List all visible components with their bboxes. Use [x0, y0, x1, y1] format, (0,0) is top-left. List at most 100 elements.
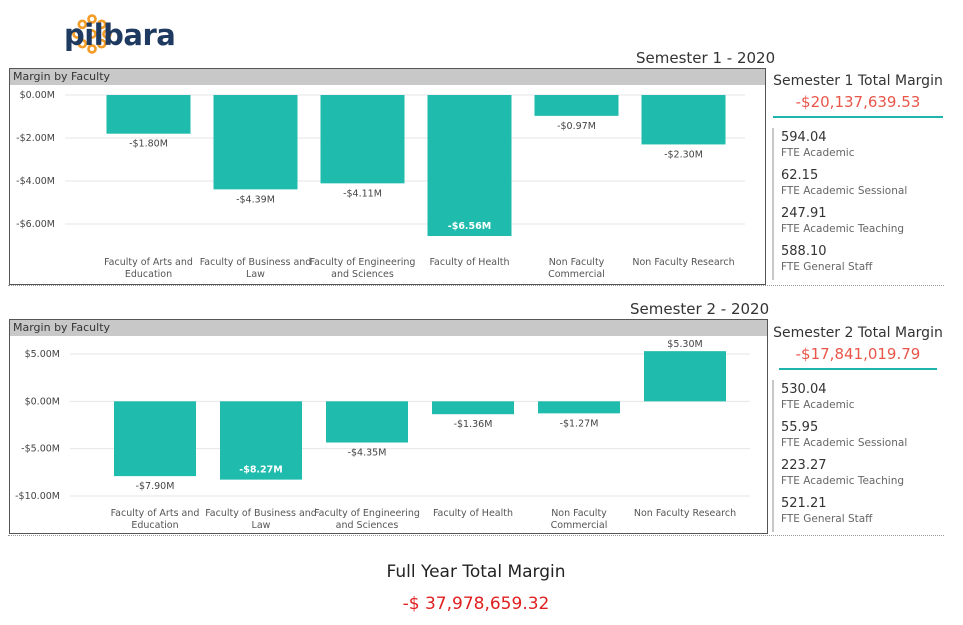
- fte-item: 223.27 FTE Academic Teaching: [781, 456, 951, 494]
- data-label: -$0.97M: [557, 121, 596, 132]
- semester-2-chart: $5.00M $0.00M -$5.00M -$10.00M -$7.90M Facult…: [9, 319, 768, 534]
- semester-1-title: Semester 1 - 2020: [636, 49, 776, 67]
- summary-underline: [779, 368, 937, 370]
- chart-header: Margin by Faculty: [10, 69, 765, 85]
- category-label: Commercial: [551, 520, 608, 531]
- bar: [538, 401, 620, 414]
- fte-value: 530.04: [781, 382, 827, 397]
- data-label: -$4.35M: [348, 448, 387, 459]
- semester-2-title: Semester 2 - 2020: [630, 300, 770, 318]
- semester-2-bar-chart: $5.00M $0.00M -$5.00M -$10.00M -$7.90M Facult…: [15, 339, 750, 531]
- separator: [8, 285, 944, 286]
- data-label: -$8.27M: [239, 465, 282, 476]
- semester-1-fte-list: 594.04 FTE Academic 62.15 FTE Academic Ses…: [772, 128, 951, 280]
- semester-1-bar-chart: $0.00M -$2.00M -$4.00M -$6.00M -$1.80M Facult…: [16, 90, 745, 280]
- fte-value: 223.27: [781, 458, 827, 473]
- category-label: Law: [252, 520, 271, 531]
- summary-underline: [773, 116, 943, 118]
- semester-1-chart: $0.00M -$2.00M -$4.00M -$6.00M -$1.80M Facult…: [9, 68, 766, 285]
- data-label: -$2.30M: [664, 149, 703, 160]
- y-tick-label: -$5.00M: [21, 444, 60, 455]
- fte-item: 521.21 FTE General Staff: [781, 494, 951, 532]
- y-tick-label: -$6.00M: [16, 219, 55, 230]
- category-label: Education: [125, 269, 172, 280]
- pilbara-logo-icon: [72, 14, 112, 54]
- summary-value: -$20,137,639.53: [795, 93, 921, 111]
- brand-name: pilbara: [64, 18, 176, 52]
- category-label: Faculty of Health: [433, 508, 513, 519]
- fte-value: 247.91: [781, 206, 827, 221]
- fte-label: FTE Academic Teaching: [781, 475, 905, 487]
- category-label: Faculty of Business and: [205, 508, 317, 519]
- y-tick-label: $5.00M: [25, 349, 60, 360]
- y-tick-label: -$4.00M: [16, 176, 55, 187]
- category-label: Non Faculty: [549, 257, 605, 268]
- fte-item: 62.15 FTE Academic Sessional: [781, 166, 951, 204]
- category-label: and Sciences: [331, 269, 394, 280]
- bar: [432, 401, 514, 415]
- y-tick-label: -$10.00M: [15, 491, 60, 502]
- data-label: -$1.80M: [129, 139, 168, 150]
- category-label: Faculty of Arts and: [111, 508, 200, 519]
- y-tick-label: $0.00M: [20, 90, 55, 101]
- fte-item: 530.04 FTE Academic: [781, 380, 951, 418]
- semester-2-summary: Semester 2 Total Margin -$17,841,019.79: [773, 325, 943, 370]
- fte-value: 521.21: [781, 496, 827, 511]
- category-label: Faculty of Business and: [200, 257, 312, 268]
- fte-label: FTE Academic Teaching: [781, 223, 905, 235]
- fte-value: 588.10: [781, 244, 827, 259]
- semester-2-fte-list: 530.04 FTE Academic 55.95 FTE Academic Ses…: [772, 380, 951, 532]
- category-label: Commercial: [548, 269, 605, 280]
- category-label: Faculty of Engineering: [314, 508, 420, 519]
- chart-header: Margin by Faculty: [10, 320, 767, 336]
- fte-value: 594.04: [781, 130, 827, 145]
- summary-value: -$17,841,019.79: [795, 345, 921, 363]
- fte-value: 55.95: [781, 420, 819, 435]
- bar: [320, 95, 405, 184]
- full-year-value: -$ 37,978,659.32: [402, 594, 550, 614]
- semester-1-summary: Semester 1 Total Margin -$20,137,639.53: [773, 73, 943, 118]
- fte-label: FTE Academic Sessional: [781, 185, 908, 197]
- data-label: -$6.56M: [448, 221, 491, 232]
- fte-item: 247.91 FTE Academic Teaching: [781, 204, 951, 242]
- fte-item: 55.95 FTE Academic Sessional: [781, 418, 951, 456]
- category-label: and Sciences: [336, 520, 399, 531]
- bar: [644, 351, 726, 402]
- fte-label: FTE General Staff: [781, 513, 873, 525]
- category-label: Faculty of Arts and: [104, 257, 193, 268]
- category-label: Education: [131, 520, 178, 531]
- bar: [213, 95, 298, 190]
- category-label: Non Faculty: [551, 508, 607, 519]
- bar: [641, 95, 726, 145]
- y-tick-label: -$2.00M: [16, 133, 55, 144]
- data-label: -$1.36M: [454, 419, 493, 430]
- fte-label: FTE General Staff: [781, 261, 873, 273]
- bar: [326, 401, 408, 443]
- y-tick-label: $0.00M: [25, 396, 60, 407]
- category-label: Non Faculty Research: [634, 508, 736, 519]
- bar: [114, 401, 196, 477]
- fte-label: FTE Academic Sessional: [781, 437, 908, 449]
- category-label: Law: [246, 269, 265, 280]
- category-label: Faculty of Health: [429, 257, 509, 268]
- fte-value: 62.15: [781, 168, 819, 183]
- bar: [106, 95, 191, 134]
- data-label: -$1.27M: [560, 418, 599, 429]
- data-label: -$4.39M: [236, 194, 275, 205]
- fte-item: 594.04 FTE Academic: [781, 128, 951, 166]
- data-label: -$4.11M: [343, 188, 382, 199]
- fte-label: FTE Academic: [781, 147, 855, 159]
- fte-item: 588.10 FTE General Staff: [781, 242, 951, 280]
- bar: [427, 95, 512, 236]
- summary-title: Semester 1 Total Margin: [773, 73, 943, 89]
- full-year-title: Full Year Total Margin: [386, 562, 566, 582]
- bar: [220, 401, 302, 480]
- data-label: -$7.90M: [136, 481, 175, 492]
- category-label: Non Faculty Research: [632, 257, 734, 268]
- separator: [8, 535, 944, 536]
- summary-title: Semester 2 Total Margin: [773, 325, 943, 341]
- data-label: $5.30M: [667, 339, 702, 350]
- bar: [534, 95, 619, 116]
- category-label: Faculty of Engineering: [310, 257, 416, 268]
- fte-label: FTE Academic: [781, 399, 855, 411]
